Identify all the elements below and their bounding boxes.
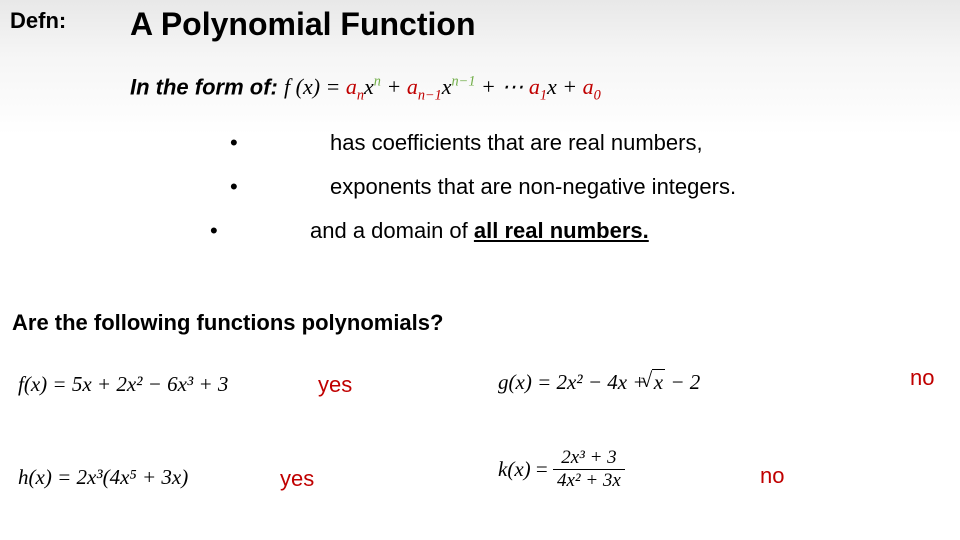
bullet-dot: • xyxy=(230,174,330,200)
exp-n: n xyxy=(374,74,381,90)
equation-f: f(x) = 5x + 2x² − 6x³ + 3 xyxy=(18,372,228,397)
slide-title: A Polynomial Function xyxy=(130,6,475,43)
equation-g: g(x) = 2x² − 4x + x√ − 2 xyxy=(498,370,700,395)
question-text: Are the following functions polynomials? xyxy=(12,310,443,336)
equation-k: k(x) = 2x³ + 34x² + 3x xyxy=(498,447,625,492)
coef-a1: a1 xyxy=(529,74,547,99)
form-label: In the form of: xyxy=(130,74,278,99)
h-rhs: = 2x³(4x⁵ + 3x) xyxy=(52,465,188,489)
plus1: + xyxy=(381,74,407,99)
bullet-pre: and a domain of xyxy=(310,218,474,243)
g-rhs-pre: = 2x² − 4x + xyxy=(532,370,652,394)
polynomial-form: In the form of: f (x) = anxn + an−1xn−1 … xyxy=(130,74,601,105)
coef-an: an xyxy=(346,74,364,99)
bullet-dot: • xyxy=(230,130,330,156)
k-num: 2x³ + 3 xyxy=(553,447,625,470)
formula: f (x) = anxn + an−1xn−1 + ⋯ a1x + a0 xyxy=(284,74,601,99)
answer-h: yes xyxy=(280,466,314,492)
x1: x xyxy=(364,74,374,99)
k-fraction: 2x³ + 34x² + 3x xyxy=(553,447,625,492)
equation-h: h(x) = 2x³(4x⁵ + 3x) xyxy=(18,465,188,490)
k-den: 4x² + 3x xyxy=(553,470,625,492)
answer-f: yes xyxy=(318,372,352,398)
coef-a0: a0 xyxy=(583,74,601,99)
x2: x xyxy=(442,74,452,99)
plus3: + xyxy=(557,74,583,99)
h-lhs: h(x) xyxy=(18,465,52,489)
f-lhs: f(x) xyxy=(18,372,47,396)
bullet-list: •has coefficients that are real numbers,… xyxy=(230,130,736,262)
bullet-text: exponents that are non-negative integers… xyxy=(330,174,736,199)
coef-an1: an−1 xyxy=(407,74,442,99)
bullet-underline: all real numbers. xyxy=(474,218,649,243)
sqrt-icon: x√ xyxy=(652,370,665,395)
bullet-dot: • xyxy=(210,218,310,244)
k-eq: = xyxy=(531,457,553,481)
x3: x xyxy=(547,74,557,99)
exp-n1: n−1 xyxy=(452,74,476,90)
answer-g: no xyxy=(910,365,934,391)
bullet-3: •and a domain of all real numbers. xyxy=(210,218,736,244)
f-rhs: = 5x + 2x² − 6x³ + 3 xyxy=(47,372,228,396)
definition-label: Defn: xyxy=(10,8,66,34)
plus2: + ⋯ xyxy=(475,74,528,99)
fx-text: f (x) = xyxy=(284,74,340,99)
bullet-text: has coefficients that are real numbers, xyxy=(330,130,703,155)
bullet-1: •has coefficients that are real numbers, xyxy=(230,130,736,156)
answer-k: no xyxy=(760,463,784,489)
k-lhs: k(x) xyxy=(498,457,531,481)
bullet-2: •exponents that are non-negative integer… xyxy=(230,174,736,200)
g-lhs: g(x) xyxy=(498,370,532,394)
g-rhs-post: − 2 xyxy=(665,370,700,394)
